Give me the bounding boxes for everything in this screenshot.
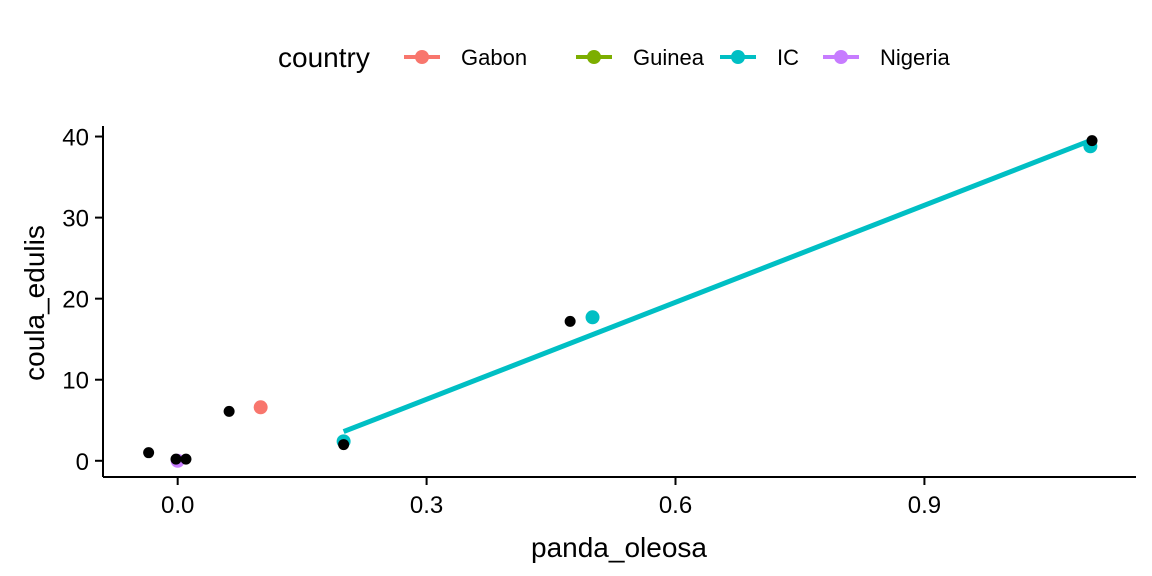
legend-label: Nigeria (880, 45, 950, 70)
data-point-black (1086, 135, 1098, 147)
data-point-black (170, 453, 182, 465)
legend-label: IC (777, 45, 799, 70)
legend-key-point (731, 50, 745, 64)
legend-label: Guinea (633, 45, 705, 70)
y-tick-label: 20 (62, 287, 89, 314)
data-point-gabon (253, 400, 268, 415)
legend-item: IC (720, 45, 799, 70)
data-point-black (338, 439, 350, 451)
data-point-black (564, 315, 576, 327)
legend-key-point (587, 50, 601, 64)
trend-line-ic (342, 138, 1092, 434)
x-tick-label: 0.6 (659, 492, 692, 519)
y-tick-label: 40 (62, 125, 89, 152)
y-tick-label: 10 (62, 368, 89, 395)
legend-item: Gabon (404, 45, 527, 70)
data-point-black (143, 447, 155, 459)
x-tick-label: 0.9 (908, 492, 941, 519)
x-tick-label: 0.3 (410, 492, 443, 519)
legend-key-point (834, 50, 848, 64)
y-tick-label: 0 (76, 449, 89, 476)
legend-label: Gabon (461, 45, 527, 70)
legend-item: Guinea (576, 45, 705, 70)
legend-title: country (278, 42, 370, 73)
legend: country Gabon Guinea IC Nigeria (278, 42, 950, 73)
data-point-black (180, 453, 192, 465)
y-axis-title: coula_edulis (19, 225, 50, 381)
data-point-black (223, 405, 235, 417)
data-point-ic (585, 310, 600, 325)
x-tick-label: 0.0 (161, 492, 194, 519)
legend-item: Nigeria (823, 45, 950, 70)
x-axis-title: panda_oleosa (531, 532, 707, 563)
y-tick-label: 30 (62, 206, 89, 233)
legend-key-point (415, 50, 429, 64)
